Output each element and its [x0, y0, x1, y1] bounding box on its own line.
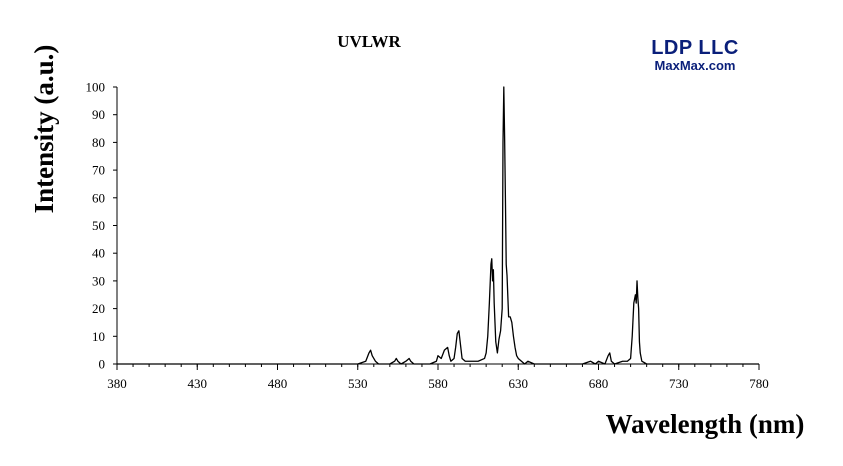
x-tick-label: 380 [107, 376, 127, 391]
x-tick-label: 530 [348, 376, 368, 391]
y-tick-label: 10 [92, 329, 105, 344]
x-tick-label: 730 [669, 376, 689, 391]
y-tick-label: 0 [99, 357, 106, 372]
y-tick-label: 100 [86, 80, 106, 95]
y-tick-label: 60 [92, 190, 105, 205]
series-line [117, 86, 759, 365]
logo-brand: LDP LLC [651, 37, 739, 59]
logo-site: MaxMax.com [654, 58, 736, 73]
y-axis-label: Intensity (a.u.) [29, 45, 59, 214]
x-tick-label: 480 [268, 376, 288, 391]
y-tick-label: 80 [92, 135, 105, 150]
logo: LDP LLC MaxMax.com [640, 38, 750, 72]
series-layer [117, 86, 759, 365]
x-axis: 380 430 480 530 580 630 680 730 780 [107, 363, 769, 391]
x-tick-label: 680 [589, 376, 609, 391]
x-axis-label: Wavelength (nm) [606, 409, 805, 439]
y-tick-label: 90 [92, 107, 105, 122]
y-tick-label: 30 [92, 273, 105, 288]
y-tick-label: 40 [92, 246, 105, 261]
x-tick-label: 430 [188, 376, 208, 391]
x-tick-label: 630 [509, 376, 529, 391]
y-tick-label: 50 [92, 218, 105, 233]
x-tick-label: 780 [749, 376, 769, 391]
y-axis: 0 10 20 30 40 50 60 70 80 90 100 [86, 80, 118, 372]
y-tick-label: 20 [92, 301, 105, 316]
chart-title: UVLWR [337, 32, 401, 51]
y-tick-label: 70 [92, 163, 105, 178]
x-tick-label: 580 [428, 376, 448, 391]
